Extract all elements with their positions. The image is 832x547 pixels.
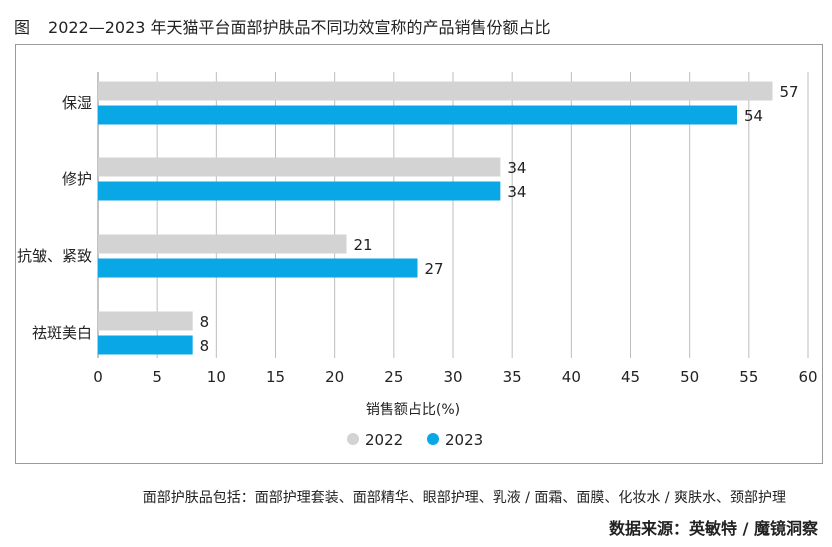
data-label-2023-0: 54 <box>744 107 763 125</box>
x-tick-label-15: 15 <box>266 368 285 386</box>
legend-marker-2022 <box>347 433 359 445</box>
x-tick-label-30: 30 <box>443 368 462 386</box>
legend-label-2023: 2023 <box>445 431 483 449</box>
bar-2022-3 <box>98 311 193 331</box>
x-tick-label-60: 60 <box>798 368 817 386</box>
x-tick-label-20: 20 <box>325 368 344 386</box>
bar-2022-2 <box>98 234 347 254</box>
category-label-0: 保湿 <box>62 94 92 112</box>
figure-title-text: 2022—2023 年天猫平台面部护肤品不同功效宣称的产品销售份额占比 <box>48 18 551 37</box>
bar-2023-2 <box>98 258 418 278</box>
chart-frame <box>15 44 823 464</box>
x-tick-label-5: 5 <box>152 368 162 386</box>
data-label-2022-0: 57 <box>780 83 799 101</box>
x-tick-label-35: 35 <box>503 368 522 386</box>
legend-label-2022: 2022 <box>365 431 403 449</box>
data-label-2023-1: 34 <box>507 183 526 201</box>
figure-title: 图 2022—2023 年天猫平台面部护肤品不同功效宣称的产品销售份额占比 <box>14 14 551 38</box>
x-tick-label-0: 0 <box>93 368 103 386</box>
data-label-2023-3: 8 <box>200 337 210 355</box>
bar-2022-1 <box>98 157 501 177</box>
x-axis-title: 销售额占比(%) <box>366 402 460 418</box>
figure-prefix: 图 <box>14 18 31 37</box>
data-label-2022-3: 8 <box>200 313 210 331</box>
bar-2023-0 <box>98 105 737 125</box>
category-label-3: 祛斑美白 <box>32 324 92 342</box>
x-tick-label-40: 40 <box>562 368 581 386</box>
bar-2023-3 <box>98 335 193 355</box>
data-source: 数据来源：英敏特 / 魔镜洞察 <box>609 519 818 538</box>
x-tick-label-10: 10 <box>207 368 226 386</box>
footnote: 面部护肤品包括：面部护理套装、面部精华、眼部护理、乳液 / 面霜、面膜、化妆水 … <box>142 490 786 506</box>
bar-2022-0 <box>98 81 773 101</box>
legend-marker-2023 <box>427 433 439 445</box>
x-tick-label-55: 55 <box>739 368 758 386</box>
category-label-1: 修护 <box>62 170 92 188</box>
data-label-2022-1: 34 <box>507 159 526 177</box>
data-label-2022-2: 21 <box>354 236 373 254</box>
x-tick-label-45: 45 <box>621 368 640 386</box>
data-label-2023-2: 27 <box>425 260 444 278</box>
x-tick-label-50: 50 <box>680 368 699 386</box>
x-tick-label-25: 25 <box>384 368 403 386</box>
category-label-2: 抗皱、紧致 <box>17 247 92 265</box>
bar-2023-1 <box>98 181 501 201</box>
